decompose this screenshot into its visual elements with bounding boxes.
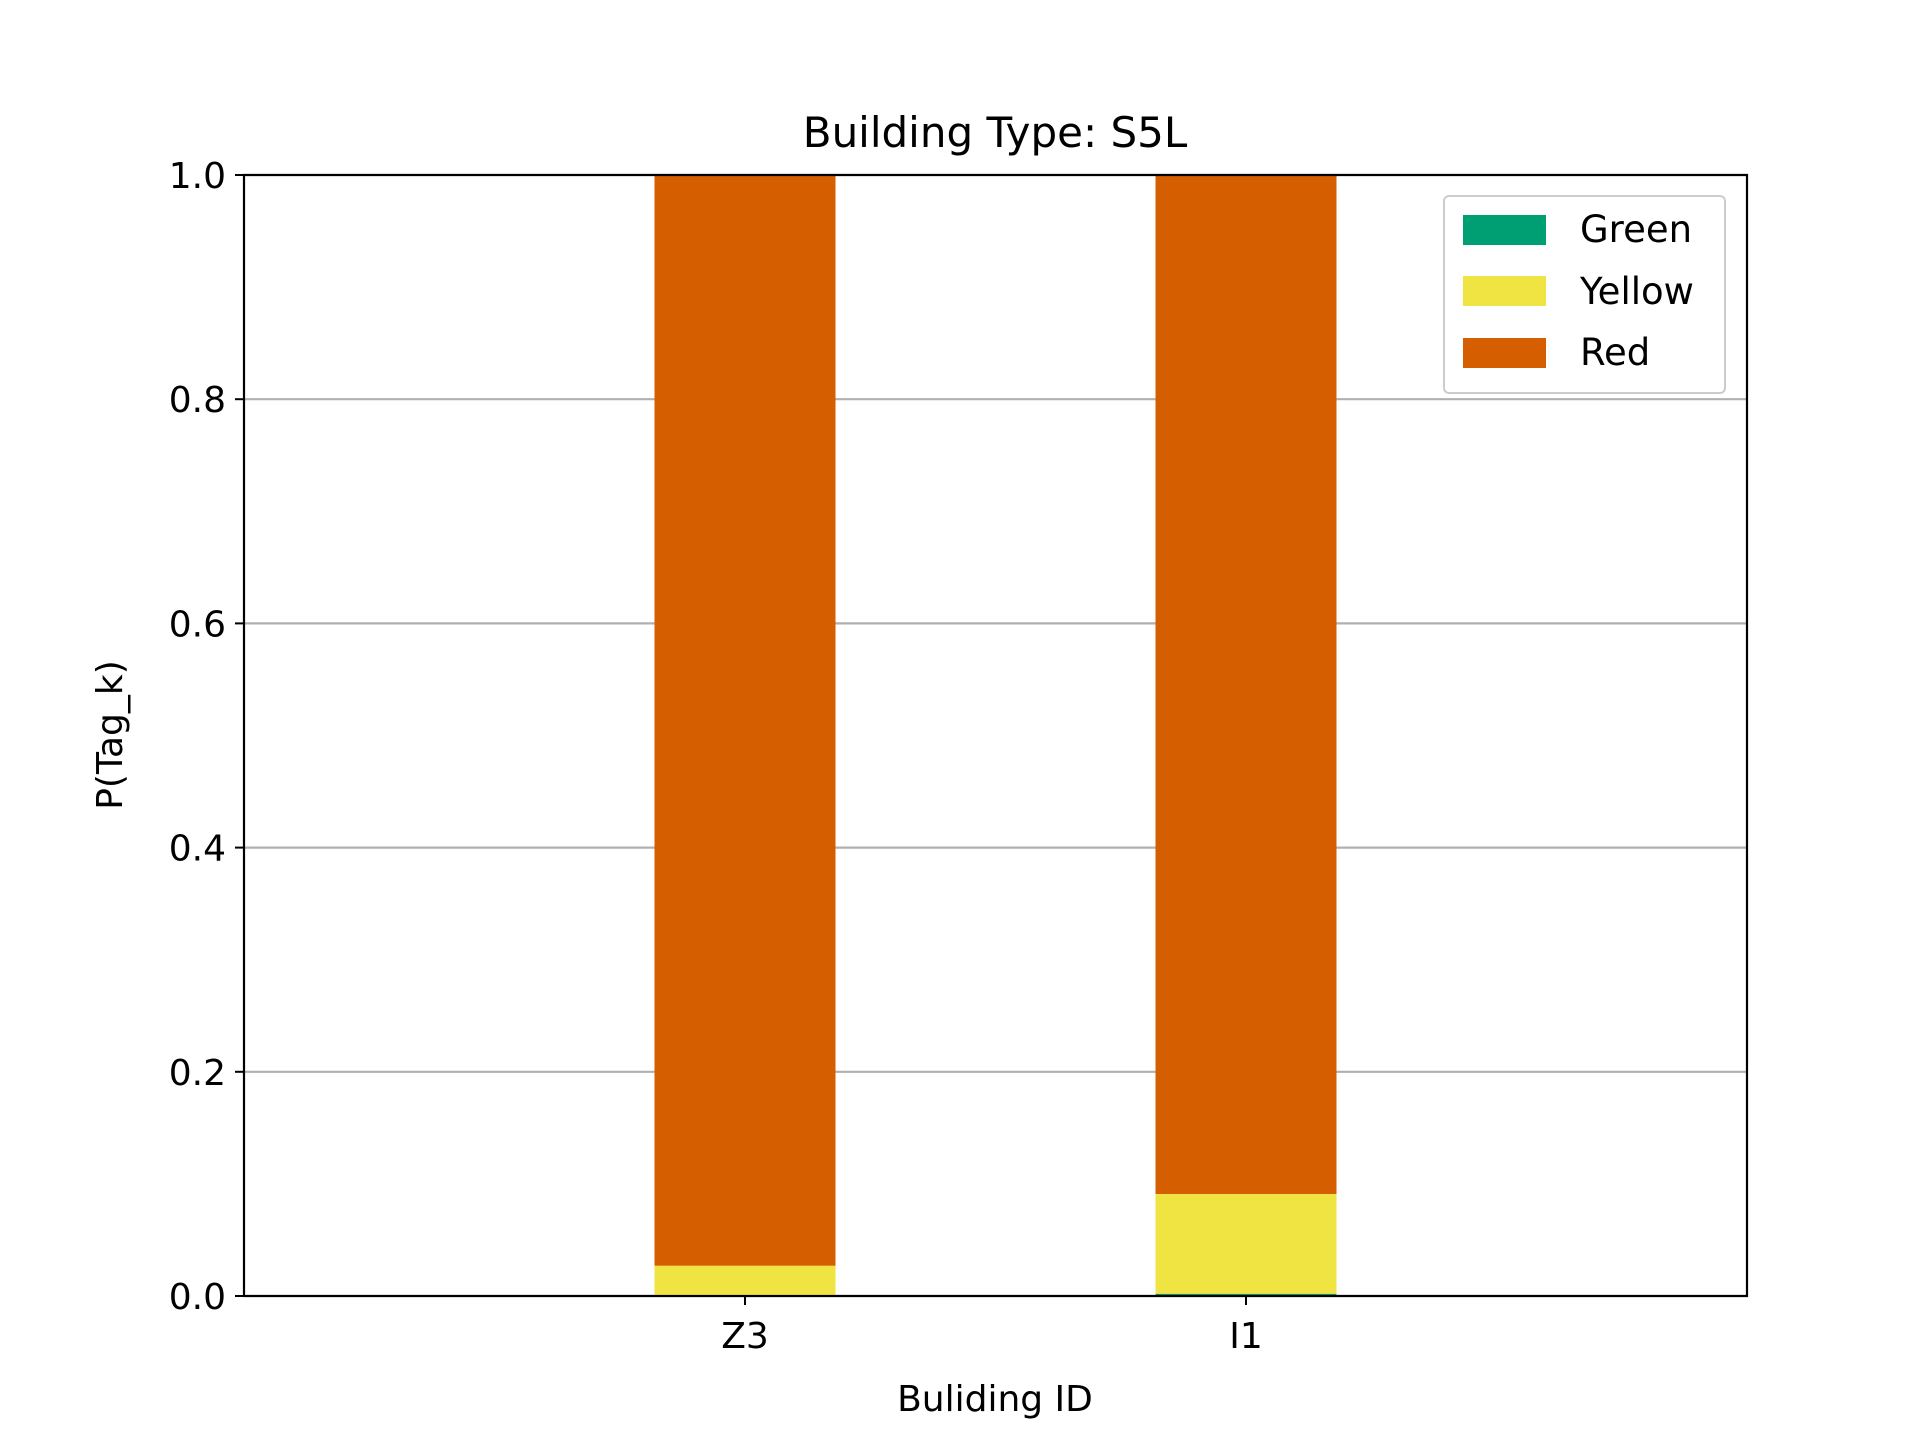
x-tick-label: I1 xyxy=(1229,1316,1263,1357)
legend-swatch-yellow xyxy=(1463,276,1546,306)
chart-title: Building Type: S5L xyxy=(803,108,1188,157)
legend-swatch-red xyxy=(1463,338,1546,368)
bars-layer xyxy=(654,175,1337,1296)
legend: Green Yellow Red xyxy=(1443,195,1726,394)
bar-red-i1 xyxy=(1155,175,1337,1194)
plot-frame xyxy=(242,173,1749,1298)
bar-green-i1 xyxy=(1155,1293,1337,1296)
y-axis-label: P(Tag_k) xyxy=(90,660,131,810)
legend-swatch-green xyxy=(1463,215,1546,245)
y-tick-label: 0.4 xyxy=(169,829,226,870)
y-tick-label: 0.2 xyxy=(169,1053,226,1094)
bar-yellow-i1 xyxy=(1155,1193,1337,1294)
y-tick-label: 0.8 xyxy=(169,380,226,421)
y-tick-label: 1.0 xyxy=(169,156,226,197)
x-axis-label: Buliding ID xyxy=(897,1379,1093,1420)
y-axis: 0.0 0.2 0.4 0.6 0.8 1.0 xyxy=(169,156,244,1318)
bar-red-z3 xyxy=(654,175,836,1266)
x-tick-label: Z3 xyxy=(721,1316,769,1357)
legend-label-green: Green xyxy=(1580,208,1692,251)
x-axis: Z3 I1 xyxy=(721,1296,1263,1357)
legend-label-yellow: Yellow xyxy=(1579,270,1694,313)
y-tick-label: 0.0 xyxy=(169,1277,226,1318)
y-tick-label: 0.6 xyxy=(169,604,226,645)
bar-yellow-z3 xyxy=(654,1265,836,1296)
legend-label-red: Red xyxy=(1580,331,1650,374)
